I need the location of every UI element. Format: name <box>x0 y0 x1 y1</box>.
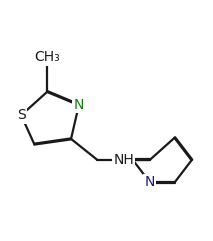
Text: S: S <box>17 108 26 122</box>
Text: N: N <box>145 175 155 189</box>
Text: CH₃: CH₃ <box>35 50 60 65</box>
Text: NH: NH <box>113 153 134 167</box>
Text: N: N <box>74 98 84 112</box>
